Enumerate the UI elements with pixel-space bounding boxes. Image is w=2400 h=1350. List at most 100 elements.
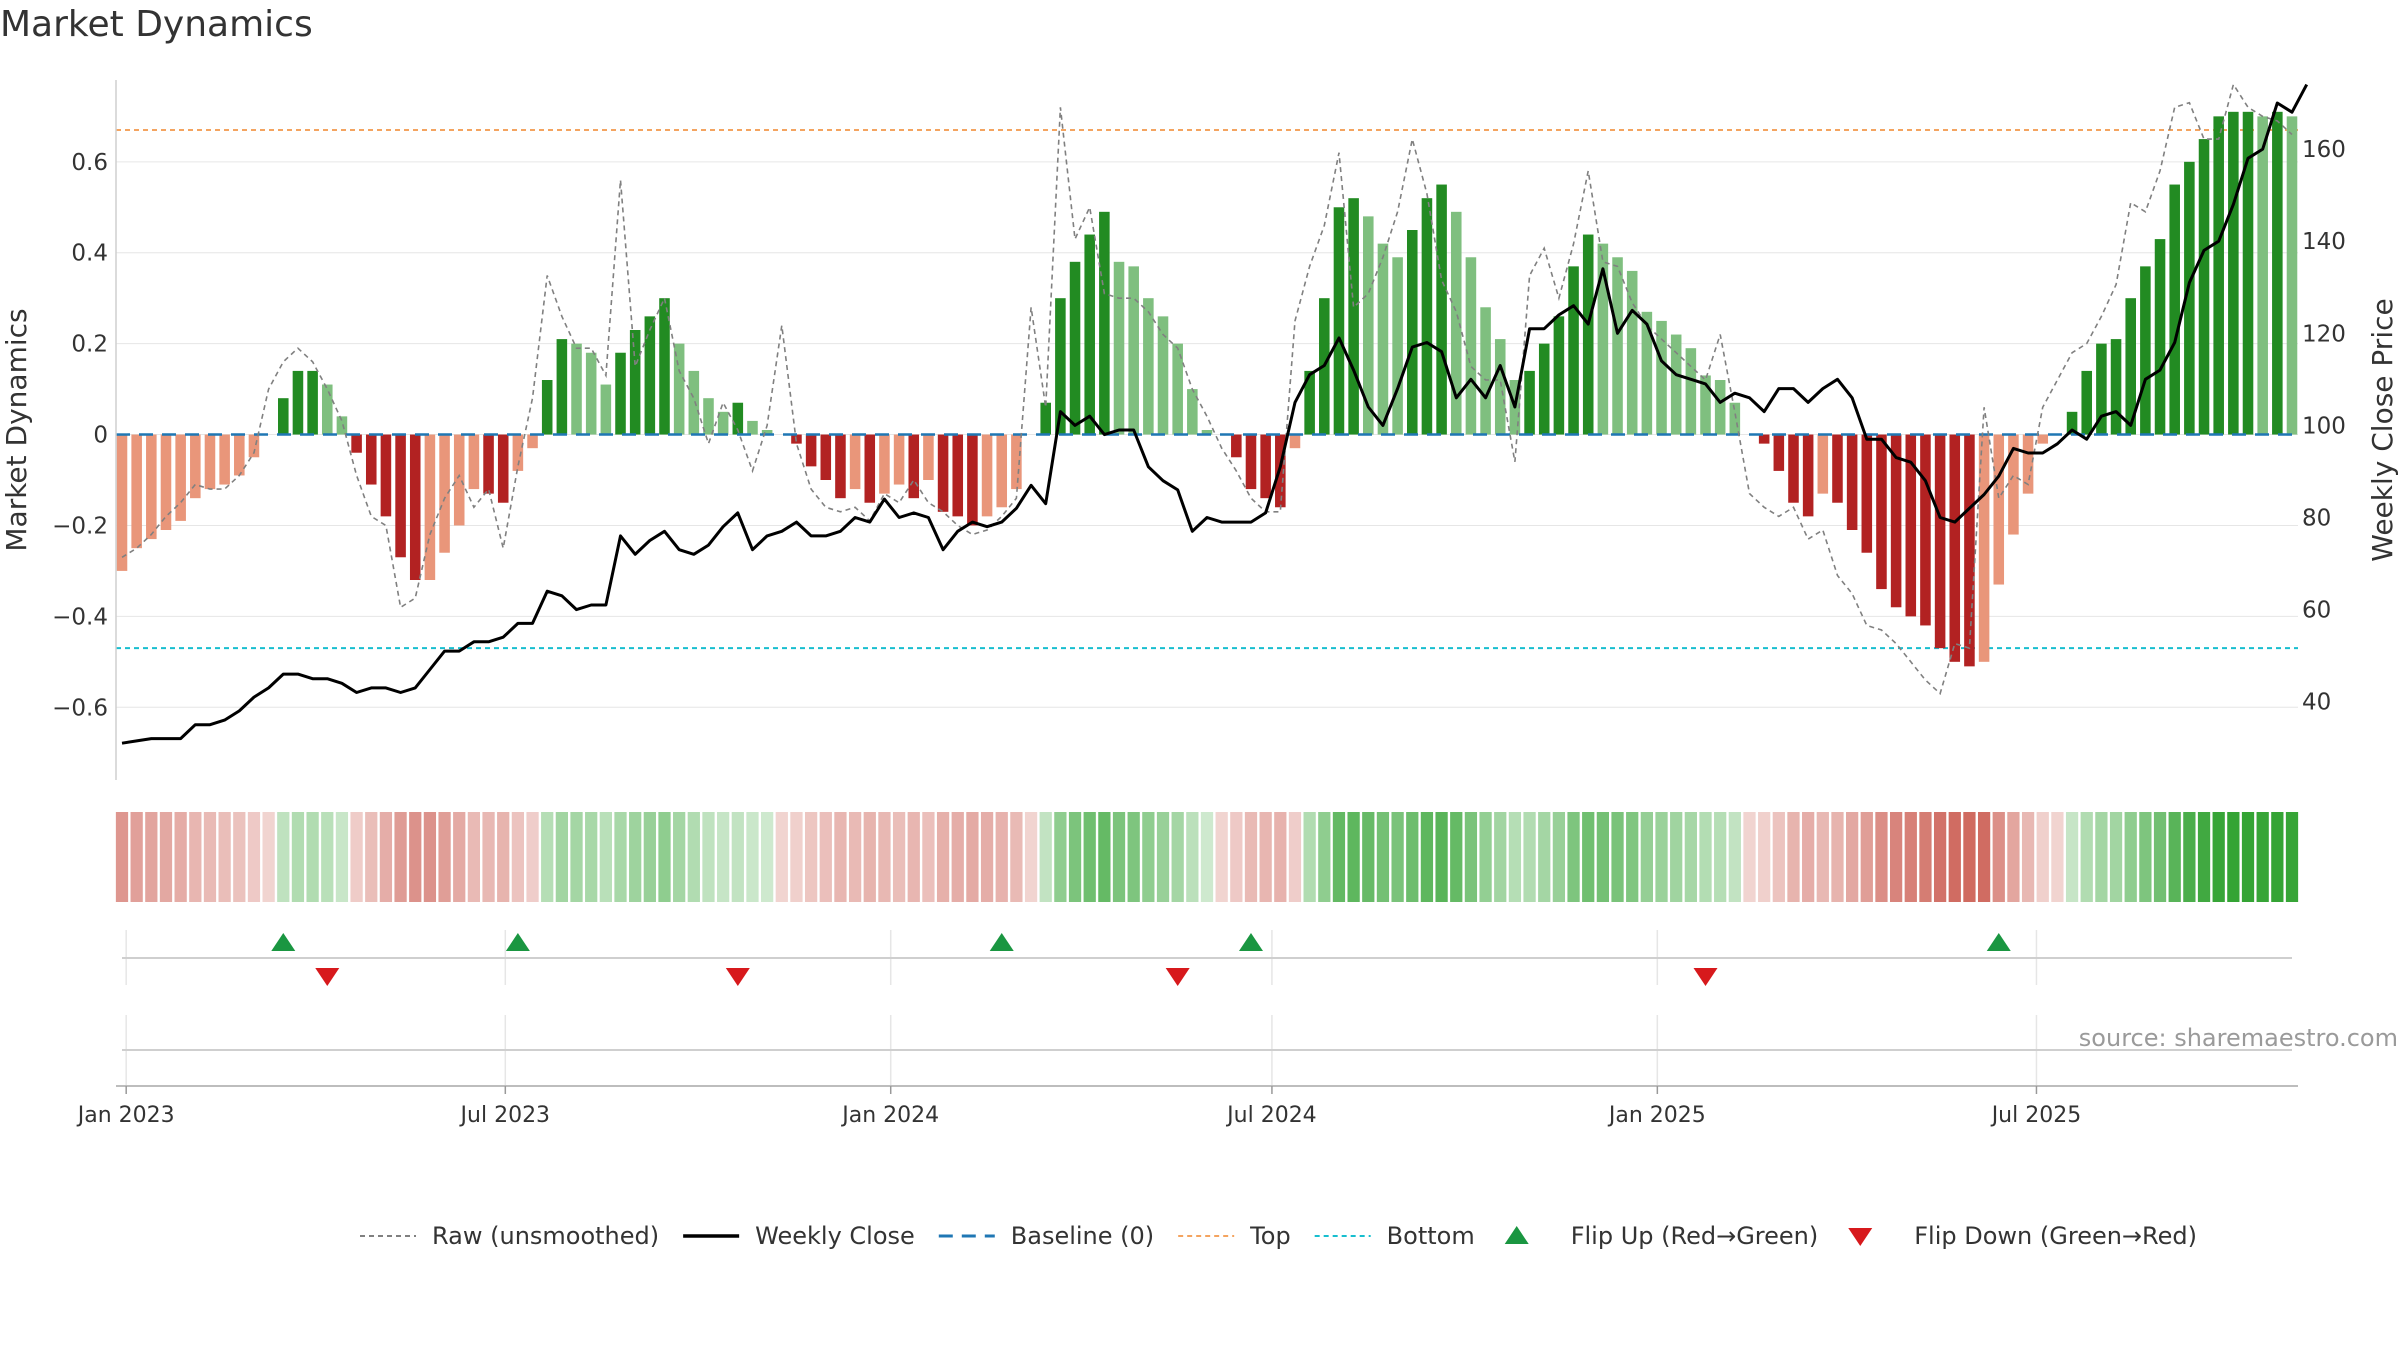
regime-cell xyxy=(467,812,481,902)
dynamics-bar xyxy=(1641,311,1653,435)
dynamics-bar xyxy=(497,434,509,503)
dynamics-bar xyxy=(292,370,304,435)
regime-cell xyxy=(159,812,173,902)
legend-label: Baseline (0) xyxy=(1011,1222,1154,1250)
regime-cell xyxy=(2051,812,2064,902)
right-tick-label: 40 xyxy=(2302,690,2331,716)
regime-cell xyxy=(922,812,935,902)
regime-cell xyxy=(570,812,583,902)
dynamics-bar xyxy=(1157,316,1169,435)
dynamics-bar xyxy=(1964,434,1975,667)
dynamics-bar xyxy=(879,434,890,494)
dynamics-bar xyxy=(175,434,186,521)
left-axis-label: Market Dynamics xyxy=(0,308,33,551)
regime-cell xyxy=(2256,812,2269,902)
regime-cell xyxy=(1699,812,1712,902)
flip-up-marker xyxy=(505,933,530,951)
regime-cell xyxy=(2080,812,2093,902)
regime-cell xyxy=(1083,812,1096,902)
dynamics-bar xyxy=(2213,116,2224,435)
dynamics-bar xyxy=(659,298,670,435)
left-tick-label: −0.2 xyxy=(52,513,108,539)
flip-down-marker xyxy=(1693,968,1718,986)
dynamics-bar xyxy=(116,434,128,571)
regime-cell xyxy=(1626,812,1639,902)
regime-cell xyxy=(1787,812,1800,902)
dynamics-bar xyxy=(1773,434,1785,471)
regime-cell xyxy=(1274,812,1287,902)
regime-cell xyxy=(1303,812,1316,902)
regime-cell xyxy=(1039,812,1052,902)
dynamics-bar xyxy=(688,370,700,435)
dynamics-bar xyxy=(321,384,333,435)
legend-item-flip_up: Flip Up (Red→Green) xyxy=(1504,1222,1818,1250)
raw-layer xyxy=(121,82,2293,696)
regime-cell xyxy=(1127,812,1140,902)
dynamics-bar xyxy=(2081,370,2093,435)
regime-cell xyxy=(1992,812,2005,902)
regime-cell xyxy=(1494,812,1507,902)
regime-cell xyxy=(614,812,627,902)
regime-cell xyxy=(599,812,612,902)
right-tick-label: 120 xyxy=(2302,321,2346,347)
dynamics-bar xyxy=(1656,320,1667,435)
dynamics-bar xyxy=(996,434,1008,508)
dynamics-bar xyxy=(1187,389,1198,435)
regime-cell xyxy=(1376,812,1390,902)
dynamics-bar xyxy=(1069,261,1081,435)
regime-cell xyxy=(1200,812,1214,902)
dynamics-bar xyxy=(1788,434,1799,503)
legend-item-flip_down: Flip Down (Green→Red) xyxy=(1848,1222,2197,1250)
x-tick-label: Jul 2023 xyxy=(459,1103,551,1128)
dynamics-bar xyxy=(2154,239,2166,435)
legend-label: Bottom xyxy=(1387,1222,1475,1250)
right-tick-label: 140 xyxy=(2302,229,2346,255)
dynamics-bar xyxy=(1993,434,2005,585)
dynamics-bar xyxy=(468,434,480,490)
regime-cell xyxy=(2197,812,2211,902)
dynamics-bar xyxy=(1714,380,1726,435)
dynamics-bar xyxy=(1802,434,1814,517)
dynamics-bar xyxy=(453,434,465,526)
regime-cell xyxy=(1743,812,1756,902)
regime-cell xyxy=(409,812,422,902)
dynamics-bar xyxy=(1612,257,1623,435)
dynamics-bar xyxy=(380,434,392,517)
dynamics-bar xyxy=(1524,370,1535,435)
regime-cell xyxy=(2065,812,2079,902)
dynamics-bar xyxy=(1436,184,1447,435)
regime-cell xyxy=(2168,812,2181,902)
dynamics-bar xyxy=(1304,370,1315,435)
regime-cell xyxy=(1142,812,1155,902)
regime-cell xyxy=(878,812,891,902)
regime-cell xyxy=(2036,812,2049,902)
regime-cell xyxy=(1112,812,1126,902)
dynamics-bar xyxy=(1377,243,1389,435)
regime-cell xyxy=(1670,812,1683,902)
regime-cell xyxy=(1464,812,1478,902)
x-tick-label: Jan 2025 xyxy=(1607,1103,1706,1128)
dynamics-bar xyxy=(2228,111,2239,435)
dynamics-bar xyxy=(805,434,817,467)
dynamics-bar xyxy=(1113,261,1125,435)
source-credit: source: sharemaestro.com xyxy=(2079,1024,2398,1052)
regime-cell xyxy=(2285,812,2299,902)
regime-strip xyxy=(115,812,2299,902)
dynamics-bar xyxy=(1421,198,1433,435)
regime-cell xyxy=(2212,812,2225,902)
regime-cell xyxy=(1171,812,1184,902)
dynamics-bar xyxy=(2184,161,2195,435)
dynamics-bar xyxy=(908,434,920,499)
right-tick-label: 80 xyxy=(2302,506,2331,532)
regime-cell xyxy=(1054,812,1067,902)
dynamics-bar xyxy=(1890,434,1902,608)
regime-cell xyxy=(1098,812,1111,902)
regime-cell xyxy=(980,812,994,902)
dynamics-bar xyxy=(1582,234,1594,435)
dynamics-bar xyxy=(146,434,157,540)
dynamics-bar xyxy=(1494,339,1506,435)
regime-cell xyxy=(1904,812,1917,902)
regime-cell xyxy=(585,812,598,902)
regime-cell xyxy=(643,812,656,902)
